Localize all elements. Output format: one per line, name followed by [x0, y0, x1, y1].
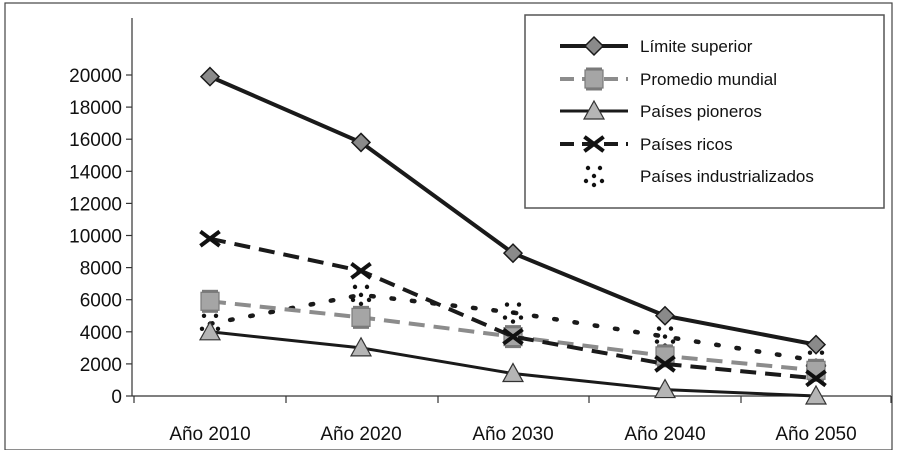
legend-label: Países industrializados	[640, 167, 814, 186]
dot-marker	[358, 292, 364, 298]
legend-entry: Países ricos	[560, 135, 733, 154]
diamond-marker	[350, 132, 372, 153]
dot-marker	[654, 339, 660, 344]
triangle-marker	[804, 384, 828, 405]
x-tick-label: Año 2050	[775, 424, 856, 445]
y-tick-label: 16000	[69, 130, 122, 151]
x-marker	[805, 369, 827, 388]
dot-marker	[591, 182, 597, 188]
dot-marker	[215, 326, 221, 331]
legend-entry: Países pioneros	[560, 99, 762, 121]
series-line	[209, 236, 817, 381]
dot-marker	[591, 173, 597, 179]
triangle-marker	[349, 336, 373, 357]
dot-marker	[510, 310, 516, 315]
dot-marker	[668, 326, 674, 331]
x-marker	[502, 327, 524, 346]
series-layer	[198, 66, 828, 405]
legend-entry: Países industrializados	[583, 165, 814, 188]
plot-frame	[4, 2, 893, 450]
dot-marker	[597, 165, 603, 171]
dot-marker	[518, 315, 524, 320]
dot-marker	[656, 326, 662, 331]
series-2	[198, 320, 828, 405]
y-tick-label: 14000	[69, 162, 122, 183]
legend-label: Promedio mundial	[640, 70, 777, 89]
dot-marker	[213, 313, 219, 318]
y-tick-label: 2000	[80, 355, 122, 376]
x-marker	[199, 229, 221, 248]
x-tick-label: Año 2010	[169, 424, 250, 445]
y-tick-label: 4000	[80, 323, 122, 344]
y-tick-label: 10000	[69, 227, 122, 248]
axes: 0 2000 4000 6000 8000 10000 12000 14000 16000 180…	[69, 18, 892, 445]
dot-marker	[350, 297, 356, 303]
diamond-marker	[199, 66, 221, 87]
triangle-marker	[582, 99, 606, 120]
diamond-marker	[654, 305, 676, 326]
dot-marker	[516, 302, 522, 307]
dot-marker	[366, 297, 372, 303]
y-tick-label: 0	[111, 387, 122, 408]
dot-marker	[807, 350, 813, 355]
square-marker	[584, 69, 604, 89]
diamond-marker	[583, 35, 605, 57]
y-tick-label: 12000	[69, 194, 122, 215]
dot-marker	[585, 165, 591, 171]
diamond-marker	[502, 243, 524, 264]
dot-marker	[670, 339, 676, 344]
legend-label: Países ricos	[640, 135, 733, 154]
dot-marker	[364, 284, 370, 290]
dot-marker	[502, 315, 508, 320]
square-marker	[200, 291, 220, 311]
dot-marker	[201, 313, 207, 318]
legend-label: Países pioneros	[640, 102, 762, 121]
dot-marker	[358, 301, 364, 307]
dot-marker	[510, 319, 516, 324]
triangle-marker	[198, 320, 222, 341]
y-tick-label: 8000	[80, 259, 122, 280]
y-tick-label: 20000	[69, 66, 122, 87]
x-tick-label: Año 2040	[624, 424, 705, 445]
x-marker	[583, 135, 605, 153]
triangle-marker	[501, 362, 525, 383]
x-marker	[350, 262, 372, 280]
dot-marker	[662, 334, 668, 339]
dot-marker	[599, 178, 605, 184]
triangle-marker	[653, 378, 677, 399]
dot-marker	[199, 326, 205, 331]
x-tick-label: Año 2020	[320, 424, 401, 445]
legend-entry: Promedio mundial	[560, 67, 777, 91]
series-0	[199, 66, 827, 355]
x-tick-label: Año 2030	[472, 424, 553, 445]
legend: Límite superior Promedio mundial Países pi…	[524, 14, 885, 209]
x-marker	[654, 355, 676, 373]
legend-entry: Límite superior	[560, 35, 753, 57]
legend-label: Límite superior	[640, 37, 753, 56]
diamond-marker	[805, 334, 827, 355]
dot-marker	[819, 350, 825, 355]
dot-marker	[583, 178, 589, 184]
y-tick-label: 18000	[69, 98, 122, 119]
dot-marker	[504, 302, 510, 307]
square-marker	[351, 307, 371, 327]
dot-marker	[352, 284, 358, 290]
series-3	[199, 229, 827, 388]
y-tick-label: 6000	[80, 291, 122, 312]
